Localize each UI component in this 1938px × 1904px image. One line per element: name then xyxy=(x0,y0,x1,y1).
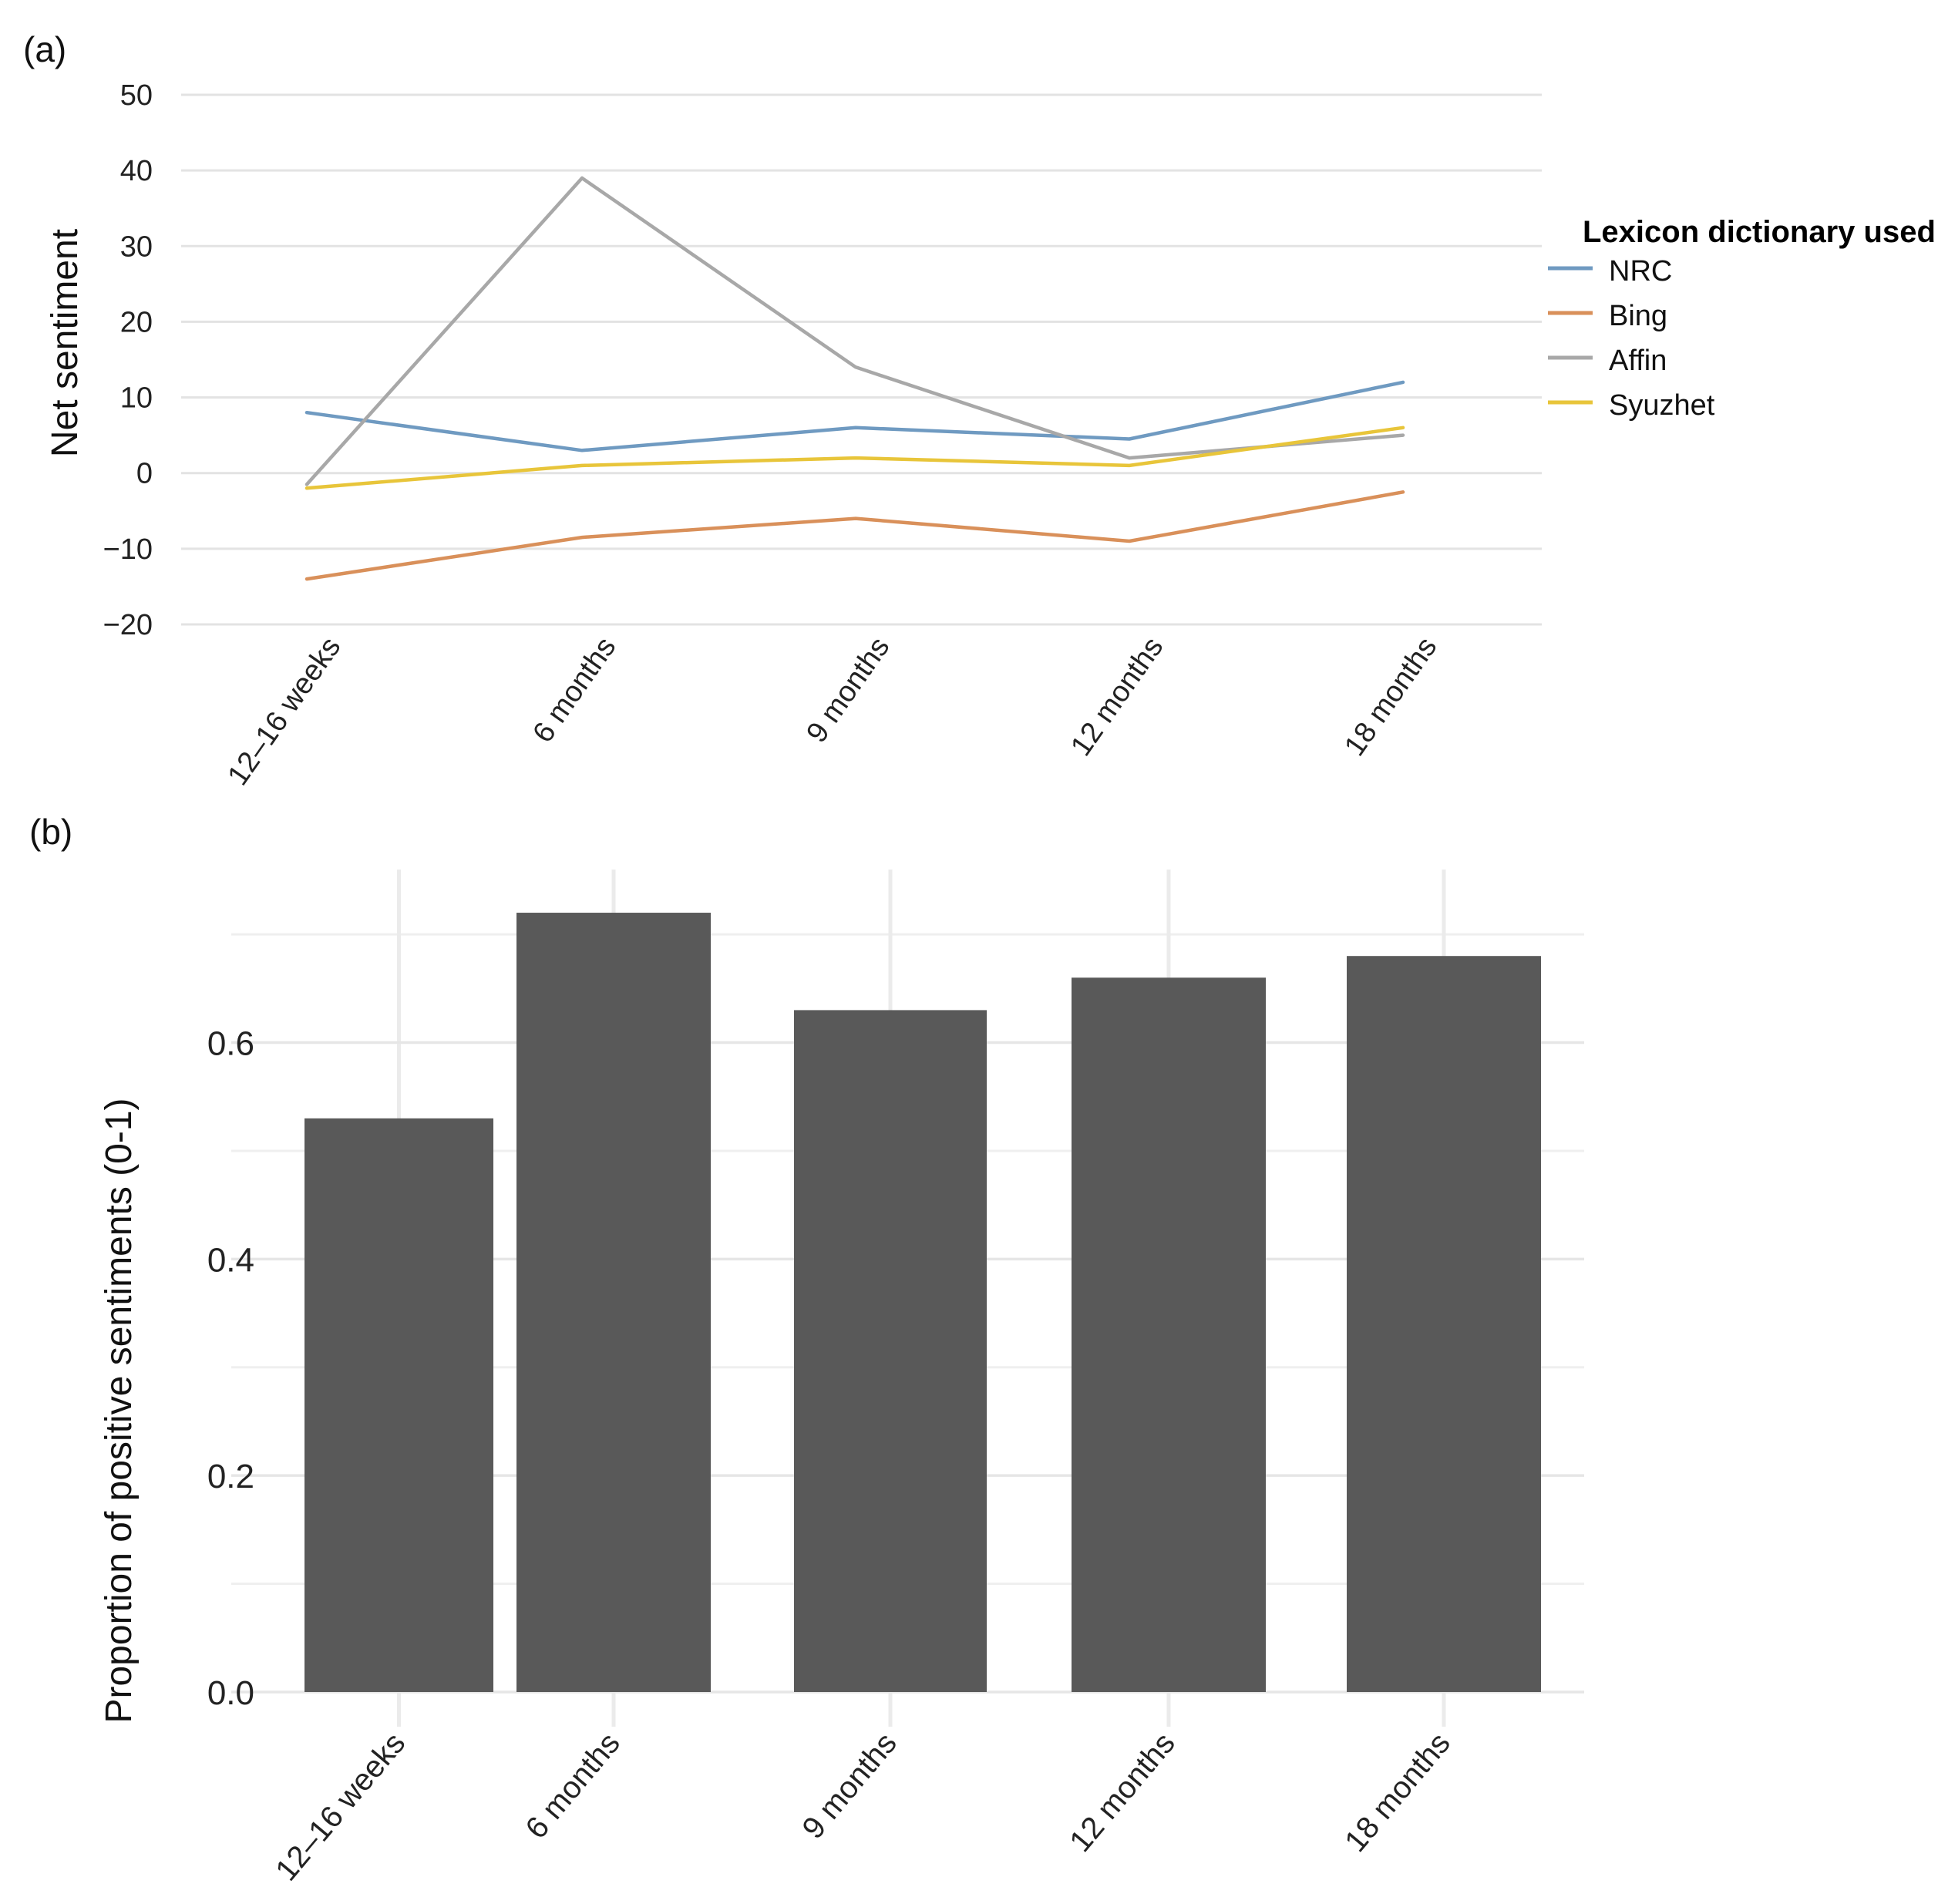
line-chart-y-axis-title: Net sentiment xyxy=(45,229,86,457)
bar-y-tick-label: 0.0 xyxy=(207,1674,254,1712)
bar-chart-x-ticks: 12–16 weeks 6 months 9 months 12 months 18 m… xyxy=(269,1727,1457,1888)
line-chart-series xyxy=(304,176,1405,581)
bar-x-tick-label: 6 months xyxy=(519,1727,626,1845)
x-tick-label: 12–16 weeks xyxy=(222,631,348,792)
bar-6-months xyxy=(516,913,711,1692)
y-tick-label: 40 xyxy=(120,155,153,187)
legend-label-syuzhet: Syuzhet xyxy=(1609,389,1715,422)
bar-x-tick-label: 9 months xyxy=(796,1727,903,1845)
bar-y-tick-label: 0.6 xyxy=(207,1025,254,1063)
bar-y-tick-label: 0.2 xyxy=(207,1458,254,1495)
y-tick-label: 10 xyxy=(120,382,153,415)
panel-label-b: (b) xyxy=(29,812,72,852)
x-tick-label: 18 months xyxy=(1338,631,1443,762)
bar-x-tick-label: 12–16 weeks xyxy=(269,1727,412,1888)
line-chart-x-ticks: 12–16 weeks 6 months 9 months 12 months 18 m… xyxy=(222,631,1444,792)
series-line-affin xyxy=(304,176,1405,486)
y-tick-label: 50 xyxy=(120,79,153,112)
line-chart-gridlines xyxy=(181,93,1542,626)
panel-label-a: (a) xyxy=(23,29,66,69)
y-tick-label: 30 xyxy=(120,230,153,263)
line-chart-y-ticks: 50 40 30 20 10 0 −10 −20 xyxy=(103,79,153,641)
y-tick-label: −20 xyxy=(103,609,153,641)
legend: Lexicon dictionary used NRC Bing Affin Syuz… xyxy=(1548,215,1936,422)
legend-label-bing: Bing xyxy=(1609,300,1667,332)
bar-chart-y-axis-title: Proportion of positive sentiments (0-1) xyxy=(99,1098,140,1723)
y-tick-label: −10 xyxy=(103,533,153,566)
bar-18-months xyxy=(1347,956,1541,1692)
series-line-syuzhet xyxy=(304,426,1405,490)
bar-12-months xyxy=(1072,977,1266,1692)
legend-items: NRC Bing Affin Syuzhet xyxy=(1548,255,1715,422)
bar-y-tick-label: 0.4 xyxy=(207,1241,254,1279)
series-line-nrc xyxy=(304,380,1405,452)
series-line-bing xyxy=(304,490,1405,581)
bar-chart-panel: (b) 0.0 0.2 0.4 0.6 12–16 weeks 6 months 9 mo… xyxy=(29,812,1584,1887)
x-tick-label: 9 months xyxy=(800,631,896,748)
bar-12-16-weeks xyxy=(304,1118,493,1692)
y-tick-label: 0 xyxy=(136,458,153,490)
bar-x-tick-label: 12 months xyxy=(1063,1727,1182,1859)
legend-label-nrc: NRC xyxy=(1609,255,1672,288)
x-tick-label: 12 months xyxy=(1065,631,1169,762)
bar-chart-y-ticks: 0.0 0.2 0.4 0.6 xyxy=(207,1025,254,1712)
line-chart-panel: (a) 50 40 30 20 10 0 −10 −20 12–16 weeks 6 month… xyxy=(23,29,1936,792)
bar-9-months xyxy=(794,1010,987,1692)
x-tick-label: 6 months xyxy=(527,631,622,748)
bar-chart-bars xyxy=(304,913,1541,1692)
y-tick-label: 20 xyxy=(120,306,153,338)
legend-label-affin: Affin xyxy=(1609,345,1667,377)
legend-title: Lexicon dictionary used xyxy=(1583,215,1936,249)
bar-x-tick-label: 18 months xyxy=(1338,1727,1457,1859)
